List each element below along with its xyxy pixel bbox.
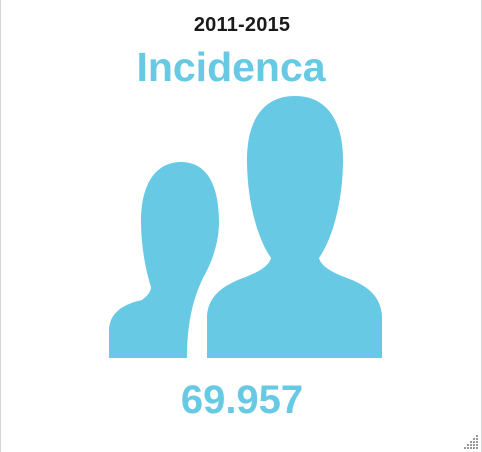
widget-title: Incidenca <box>136 44 326 90</box>
period-label: 2011-2015 <box>193 14 291 36</box>
small-person-shape <box>109 162 219 358</box>
large-person-shape <box>207 96 382 358</box>
incidence-value: 69.957 <box>180 378 304 422</box>
resize-grip-icon[interactable] <box>463 434 479 450</box>
